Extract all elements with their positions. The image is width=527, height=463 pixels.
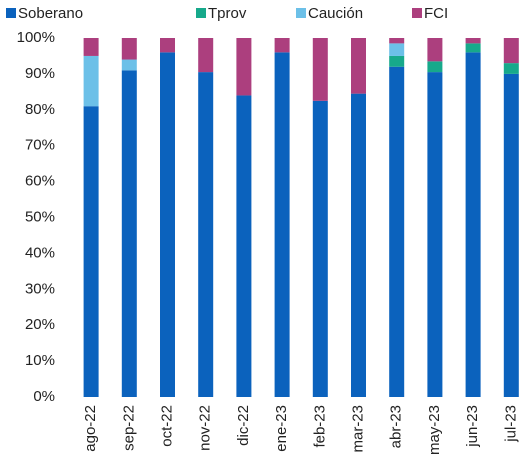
bar-segment bbox=[236, 38, 252, 96]
x-tick-label: dic-22 bbox=[235, 405, 252, 446]
legend-label: Tprov bbox=[208, 5, 247, 22]
bar-segment bbox=[83, 106, 99, 398]
x-tick-label: abr-23 bbox=[388, 405, 405, 448]
legend-swatch bbox=[412, 8, 422, 18]
y-tick-label: 100% bbox=[17, 29, 55, 46]
bar-segment bbox=[274, 38, 290, 53]
x-tick-label: ago-22 bbox=[82, 405, 99, 452]
bar-segment bbox=[121, 70, 137, 397]
y-tick-label: 30% bbox=[25, 280, 55, 297]
bar-segment bbox=[427, 38, 443, 62]
bar-segment bbox=[503, 73, 519, 398]
bar-segment bbox=[198, 38, 214, 73]
legend-label: Soberano bbox=[18, 5, 83, 22]
bar-segment bbox=[312, 100, 328, 397]
bar-segment bbox=[121, 59, 137, 71]
x-tick-label: feb-23 bbox=[311, 405, 328, 448]
bar-segment bbox=[389, 43, 405, 56]
legend-swatch bbox=[6, 8, 16, 18]
y-tick-label: 60% bbox=[25, 173, 55, 190]
x-tick-label: mar-23 bbox=[349, 405, 366, 453]
bar-segment bbox=[465, 52, 481, 398]
bar-segment bbox=[236, 95, 252, 397]
bar-segment bbox=[389, 55, 405, 67]
legend-swatch bbox=[296, 8, 306, 18]
bar-segment bbox=[83, 55, 99, 107]
x-tick-label: may-23 bbox=[426, 405, 443, 455]
x-tick-label: nov-22 bbox=[197, 405, 214, 451]
bar-segment bbox=[389, 38, 405, 44]
bar-segment bbox=[503, 38, 519, 64]
y-tick-label: 50% bbox=[25, 208, 55, 225]
bar-segment bbox=[312, 38, 328, 101]
bar-segment bbox=[274, 52, 290, 398]
legend-swatch bbox=[196, 8, 206, 18]
y-tick-label: 90% bbox=[25, 65, 55, 82]
x-tick-label: jul-23 bbox=[502, 405, 519, 443]
bar-segment bbox=[427, 72, 443, 397]
bar-segment bbox=[160, 38, 175, 53]
bar-segment bbox=[389, 66, 405, 397]
bar-segment bbox=[198, 72, 214, 397]
x-tick-label: jun-23 bbox=[464, 405, 481, 448]
y-tick-label: 70% bbox=[25, 137, 55, 154]
x-tick-label: oct-22 bbox=[158, 405, 175, 447]
x-tick-label: sep-22 bbox=[120, 405, 137, 451]
bar-segment bbox=[351, 93, 366, 398]
y-tick-label: 0% bbox=[33, 388, 55, 405]
bar-segment bbox=[83, 38, 99, 56]
y-tick-label: 40% bbox=[25, 244, 55, 261]
x-tick-label: ene-23 bbox=[273, 405, 290, 452]
bar-segment bbox=[503, 63, 519, 74]
legend-label: FCI bbox=[424, 5, 448, 22]
y-tick-label: 10% bbox=[25, 352, 55, 369]
bar-segment bbox=[351, 38, 366, 94]
bar-segment bbox=[160, 52, 175, 398]
y-tick-label: 20% bbox=[25, 316, 55, 333]
y-tick-label: 80% bbox=[25, 101, 55, 118]
bar-segment bbox=[465, 38, 481, 44]
bar-segment bbox=[121, 38, 137, 60]
bar-segment bbox=[427, 61, 443, 73]
bar-segment bbox=[465, 43, 481, 53]
legend-label: Caución bbox=[308, 5, 363, 22]
